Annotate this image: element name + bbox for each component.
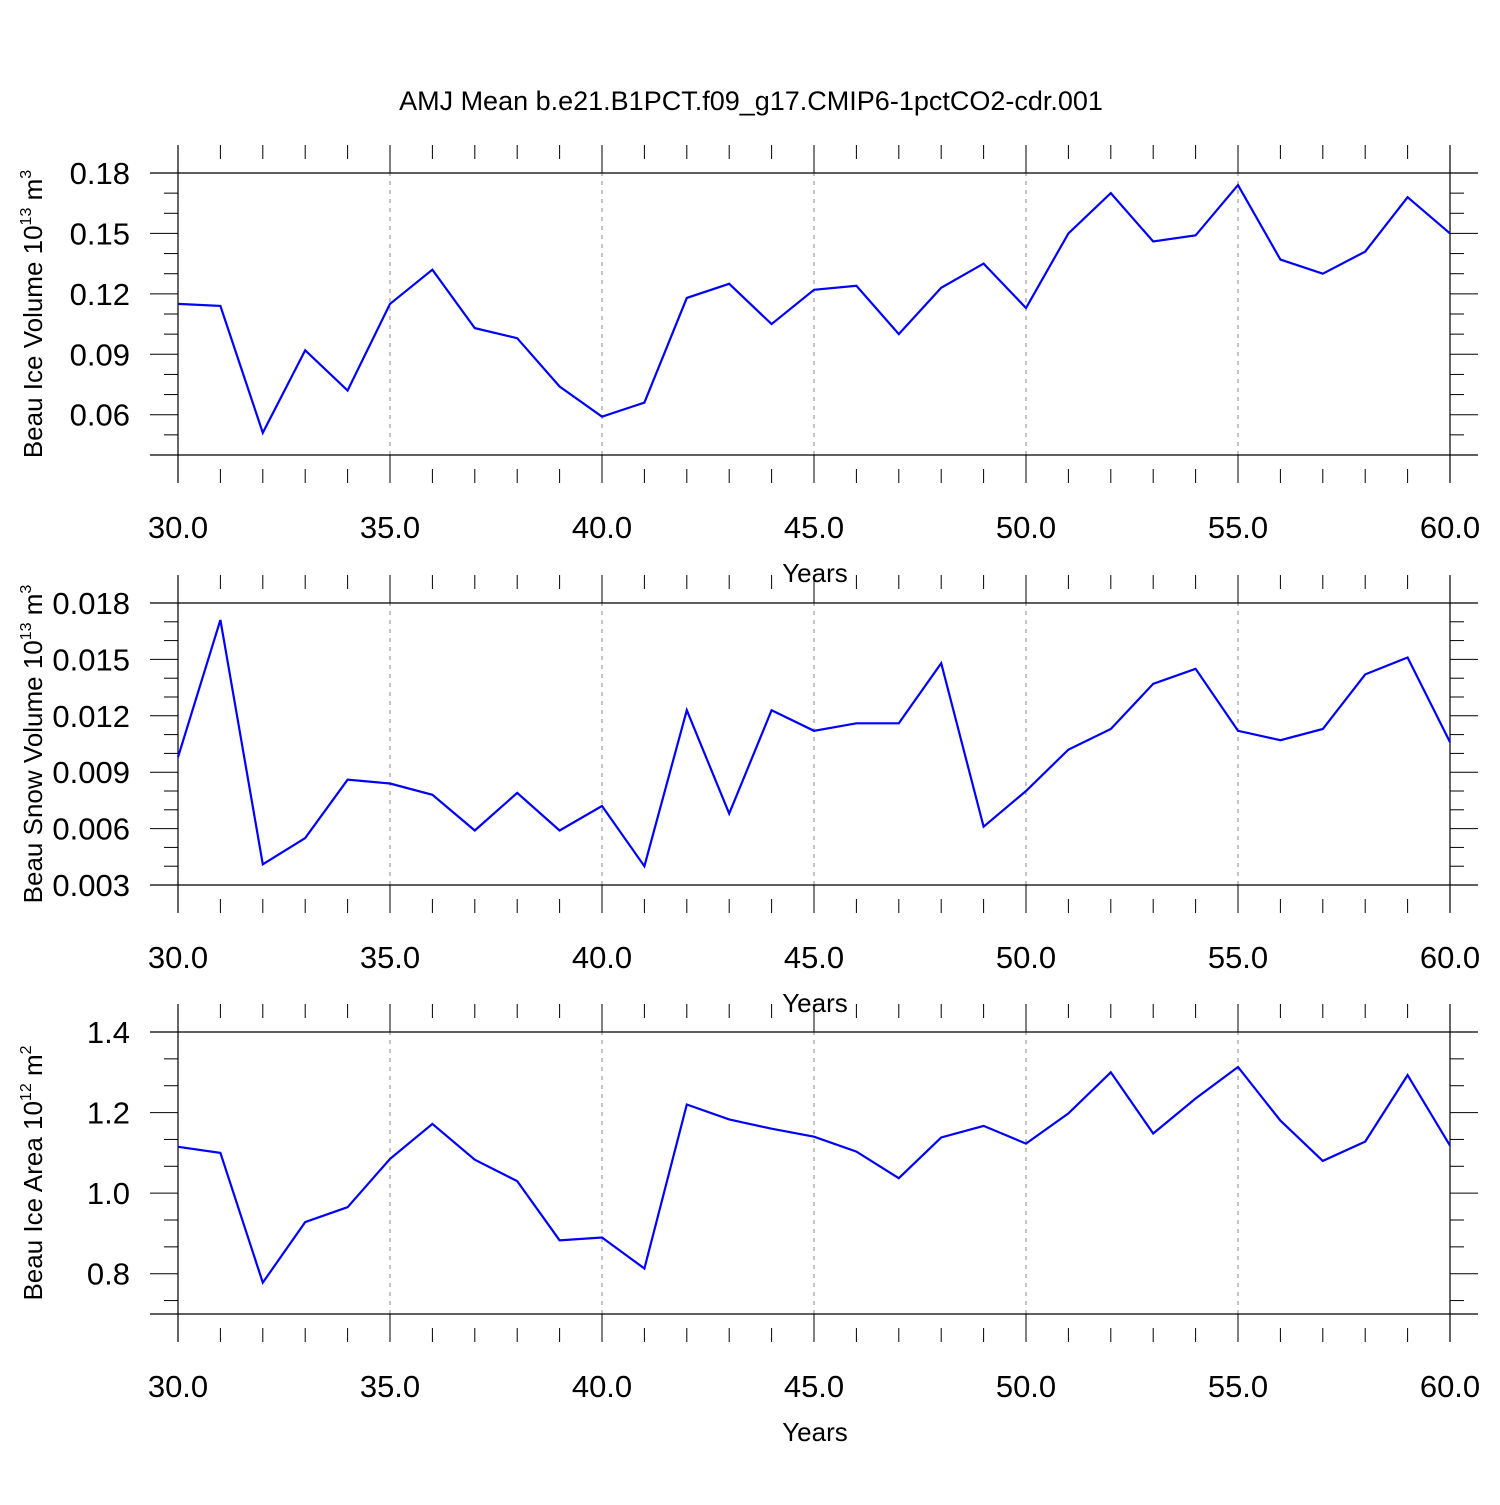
xtick-label: 55.0: [1208, 510, 1268, 545]
xtick-label: 55.0: [1208, 1369, 1268, 1404]
y-axis-label-unit-exponent: 3: [18, 170, 35, 179]
panel-2: 0.003 0.006 0.009 0.012 0.015 0.018 30.0 35.0 40…: [18, 575, 1480, 1018]
panel-3: 0.8 1.0 1.2 1.4 30.0 35.0 40.0 45.0 50.0 55.0 60.0…: [18, 1004, 1480, 1447]
xtick-label: 60.0: [1420, 940, 1480, 975]
y-axis-label-exponent: 13: [18, 622, 35, 640]
y-axis-label: Beau Snow Volume 1013 m3: [18, 585, 48, 904]
xtick-label: 30.0: [148, 1369, 208, 1404]
xtick-label: 50.0: [996, 510, 1056, 545]
panel-1: 0.06 0.09 0.12 0.15 0.18 30.0 35.0 40.0 45.0 50.0…: [18, 145, 1480, 588]
y-axis-label-unit: m: [18, 179, 48, 208]
y-axis-label-unit: m: [18, 1054, 48, 1083]
ytick-label: 0.018: [52, 586, 130, 621]
ytick-label: 1.4: [87, 1015, 130, 1050]
xtick-label: 55.0: [1208, 940, 1268, 975]
series-line: [177, 183, 1451, 436]
xtick-label: 45.0: [784, 1369, 844, 1404]
ytick-label: 0.15: [70, 216, 130, 251]
y-axis-label-unit-exponent: 3: [18, 585, 35, 594]
ytick-label: 0.015: [52, 642, 130, 677]
xtick-label: 45.0: [784, 510, 844, 545]
xtick-label: 30.0: [148, 940, 208, 975]
xtick-label: 35.0: [360, 510, 420, 545]
y-axis-label-main: Beau Ice Area 10: [18, 1101, 48, 1300]
xtick-label: 60.0: [1420, 510, 1480, 545]
ytick-label: 0.18: [70, 156, 130, 191]
xtick-label: 60.0: [1420, 1369, 1480, 1404]
y-axis-label-exponent: 13: [18, 208, 35, 226]
ytick-label: 0.09: [70, 337, 130, 372]
y-axis-label: Beau Ice Area 1012 m2: [18, 1045, 48, 1300]
xtick-label: 45.0: [784, 940, 844, 975]
y-axis-label-unit-exponent: 2: [18, 1045, 35, 1054]
xtick-label: 30.0: [148, 510, 208, 545]
series-line: [176, 619, 1451, 869]
ytick-label: 1.0: [87, 1176, 130, 1211]
ytick-label: 0.009: [52, 755, 130, 790]
ytick-label: 0.8: [87, 1257, 130, 1292]
xtick-label: 50.0: [996, 1369, 1056, 1404]
xtick-label: 40.0: [572, 940, 632, 975]
ytick-label: 0.012: [52, 699, 130, 734]
x-axis-label: Years: [782, 988, 848, 1018]
xtick-label: 40.0: [572, 510, 632, 545]
ytick-label: 1.2: [87, 1096, 130, 1131]
x-axis-label: Years: [782, 558, 848, 588]
y-axis-label-exponent: 12: [18, 1083, 35, 1101]
x-axis-label: Years: [782, 1417, 848, 1447]
ytick-label: 0.003: [52, 868, 130, 903]
xtick-label: 40.0: [572, 1369, 632, 1404]
y-axis-label: Beau Ice Volume 1013 m3: [18, 170, 48, 458]
xtick-label: 35.0: [360, 1369, 420, 1404]
xtick-label: 35.0: [360, 940, 420, 975]
y-axis-label-main: Beau Snow Volume 10: [18, 640, 48, 903]
xtick-label: 50.0: [996, 940, 1056, 975]
ytick-label: 0.006: [52, 812, 130, 847]
chart-title: AMJ Mean b.e21.B1PCT.f09_g17.CMIP6-1pctC…: [399, 86, 1103, 116]
y-axis-label-main: Beau Ice Volume 10: [18, 225, 48, 458]
panels: 0.06 0.09 0.12 0.15 0.18 30.0 35.0 40.0 45.0 50.0…: [18, 145, 1480, 1447]
ytick-label: 0.06: [70, 398, 130, 433]
ytick-label: 0.12: [70, 277, 130, 312]
y-axis-label-unit: m: [18, 594, 48, 623]
series-line: [177, 1065, 1451, 1286]
